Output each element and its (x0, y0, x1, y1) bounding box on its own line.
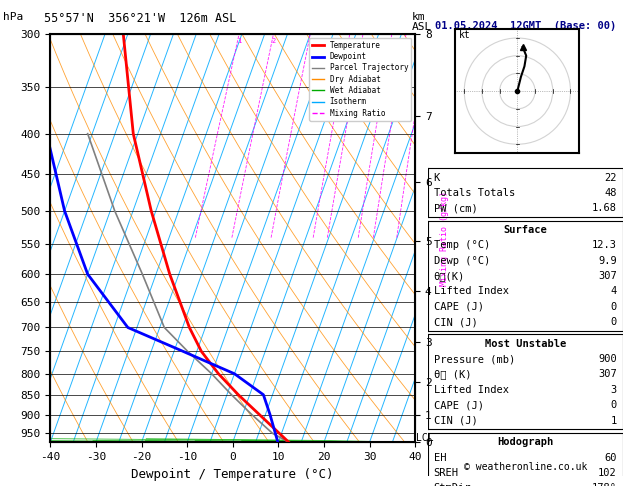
Text: Mixing Ratio (g/kg): Mixing Ratio (g/kg) (440, 191, 449, 286)
Text: K: K (433, 173, 440, 183)
Text: PW (cm): PW (cm) (433, 203, 477, 213)
Text: 900: 900 (598, 354, 617, 364)
Text: 48: 48 (604, 188, 617, 198)
Text: 01.05.2024  12GMT  (Base: 00): 01.05.2024 12GMT (Base: 00) (435, 21, 616, 32)
Text: CAPE (J): CAPE (J) (433, 302, 484, 312)
Text: hPa: hPa (3, 12, 23, 22)
Text: 1: 1 (611, 416, 617, 426)
Text: 9.9: 9.9 (598, 256, 617, 266)
Text: 0: 0 (611, 317, 617, 327)
Text: Totals Totals: Totals Totals (433, 188, 515, 198)
Text: 60: 60 (604, 452, 617, 463)
Text: CAPE (J): CAPE (J) (433, 400, 484, 410)
Text: CIN (J): CIN (J) (433, 416, 477, 426)
Legend: Temperature, Dewpoint, Parcel Trajectory, Dry Adiabat, Wet Adiabat, Isotherm, Mi: Temperature, Dewpoint, Parcel Trajectory… (309, 38, 411, 121)
Text: Surface: Surface (503, 225, 547, 235)
Text: 10: 10 (359, 38, 367, 44)
Text: Dewp (°C): Dewp (°C) (433, 256, 490, 266)
Text: Lifted Index: Lifted Index (433, 385, 509, 395)
Text: 55°57'N  356°21'W  126m ASL: 55°57'N 356°21'W 126m ASL (44, 12, 237, 25)
Text: CIN (J): CIN (J) (433, 317, 477, 327)
Text: 3: 3 (611, 385, 617, 395)
Text: Pressure (mb): Pressure (mb) (433, 354, 515, 364)
X-axis label: Dewpoint / Temperature (°C): Dewpoint / Temperature (°C) (131, 468, 334, 481)
Text: Temp (°C): Temp (°C) (433, 240, 490, 250)
Text: 0: 0 (611, 302, 617, 312)
Text: kt: kt (459, 30, 470, 40)
Text: 102: 102 (598, 468, 617, 478)
Text: 4: 4 (611, 286, 617, 296)
Text: 1.68: 1.68 (592, 203, 617, 213)
Text: ASL: ASL (412, 22, 432, 32)
Text: Hodograph: Hodograph (497, 437, 554, 447)
Text: θᴇ (K): θᴇ (K) (433, 369, 471, 380)
Text: StmDir: StmDir (433, 483, 471, 486)
Text: 16: 16 (387, 38, 396, 44)
Text: © weatheronline.co.uk: © weatheronline.co.uk (464, 462, 587, 471)
Text: 1: 1 (237, 38, 241, 44)
Text: 0: 0 (611, 400, 617, 410)
Text: 28: 28 (423, 38, 432, 44)
Text: Lifted Index: Lifted Index (433, 286, 509, 296)
Text: 20: 20 (402, 38, 410, 44)
Text: EH: EH (433, 452, 446, 463)
Text: km: km (412, 12, 425, 22)
Text: SREH: SREH (433, 468, 459, 478)
Text: 4: 4 (308, 38, 313, 44)
Text: 12.3: 12.3 (592, 240, 617, 250)
Text: 22: 22 (604, 173, 617, 183)
Text: 8: 8 (348, 38, 352, 44)
Text: 307: 307 (598, 369, 617, 380)
Text: LCL: LCL (416, 433, 433, 443)
Text: 2: 2 (271, 38, 276, 44)
Text: 307: 307 (598, 271, 617, 281)
Text: 178°: 178° (592, 483, 617, 486)
Text: Most Unstable: Most Unstable (484, 339, 566, 348)
Text: θᴇ(K): θᴇ(K) (433, 271, 465, 281)
